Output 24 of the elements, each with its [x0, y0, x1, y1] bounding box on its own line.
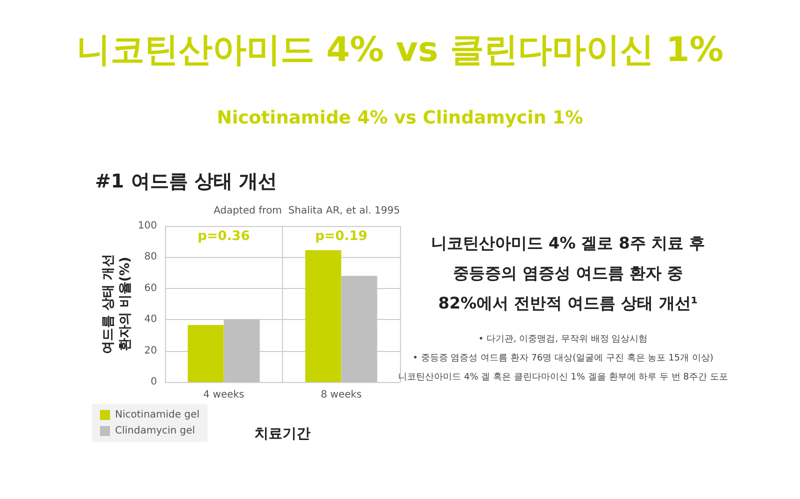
- bar: [188, 325, 224, 382]
- x-tick-label: 8 weeks: [320, 390, 362, 400]
- legend-label: Clindamycin gel: [115, 426, 196, 436]
- text: #1 여드름 상태 개선: [95, 170, 277, 192]
- y-tick-label: 60: [144, 282, 157, 294]
- bar: [224, 320, 260, 382]
- chart-subtitle: Nicotinamide 4% vs Clindamycin 1%: [216, 108, 584, 128]
- text: 니코틴산아미드 4% 겔로 8주 치료 후 중등증의 염증성 여드름 환자 중 82%에서 전반적 여드름 상태 개선¹: [430, 234, 706, 312]
- text: Adapted from Shalita AR, et al. 1995: [214, 206, 400, 216]
- bar: [305, 250, 342, 382]
- y-tick-label: 20: [144, 345, 157, 356]
- bar: [341, 276, 378, 382]
- y-tick-label: 40: [144, 314, 157, 326]
- annotation: • 다기관, 이중맹검, 무작위 배정 임상시험 • 중등증 염증성 여드름 환자 76명 대상(얼굴에 구진 혹은 농포 15개 이상) 니코틴산아미드 4% 겔 혹은 클린다마이신 1% 겔을 환부에 하루 두 번 8주간 도포: [398, 334, 728, 382]
- chart-title: 니코틴산아미드 4% vs 클린다마이신 1%: [76, 30, 724, 70]
- y-axis-title: 여드름 상태 개선 환자의 비율(%): [101, 254, 134, 354]
- x-axis-title: 치료기간: [254, 426, 310, 442]
- annotation: p=0.36: [198, 229, 250, 244]
- annotation: p=0.19: [315, 229, 368, 244]
- x-tick-label: 4 weeks: [203, 390, 244, 400]
- y-tick-label: 0: [150, 376, 157, 388]
- y-tick-label: 100: [138, 220, 157, 232]
- legend-label: Nicotinamide gel: [115, 410, 200, 420]
- y-tick-label: 80: [144, 252, 157, 263]
